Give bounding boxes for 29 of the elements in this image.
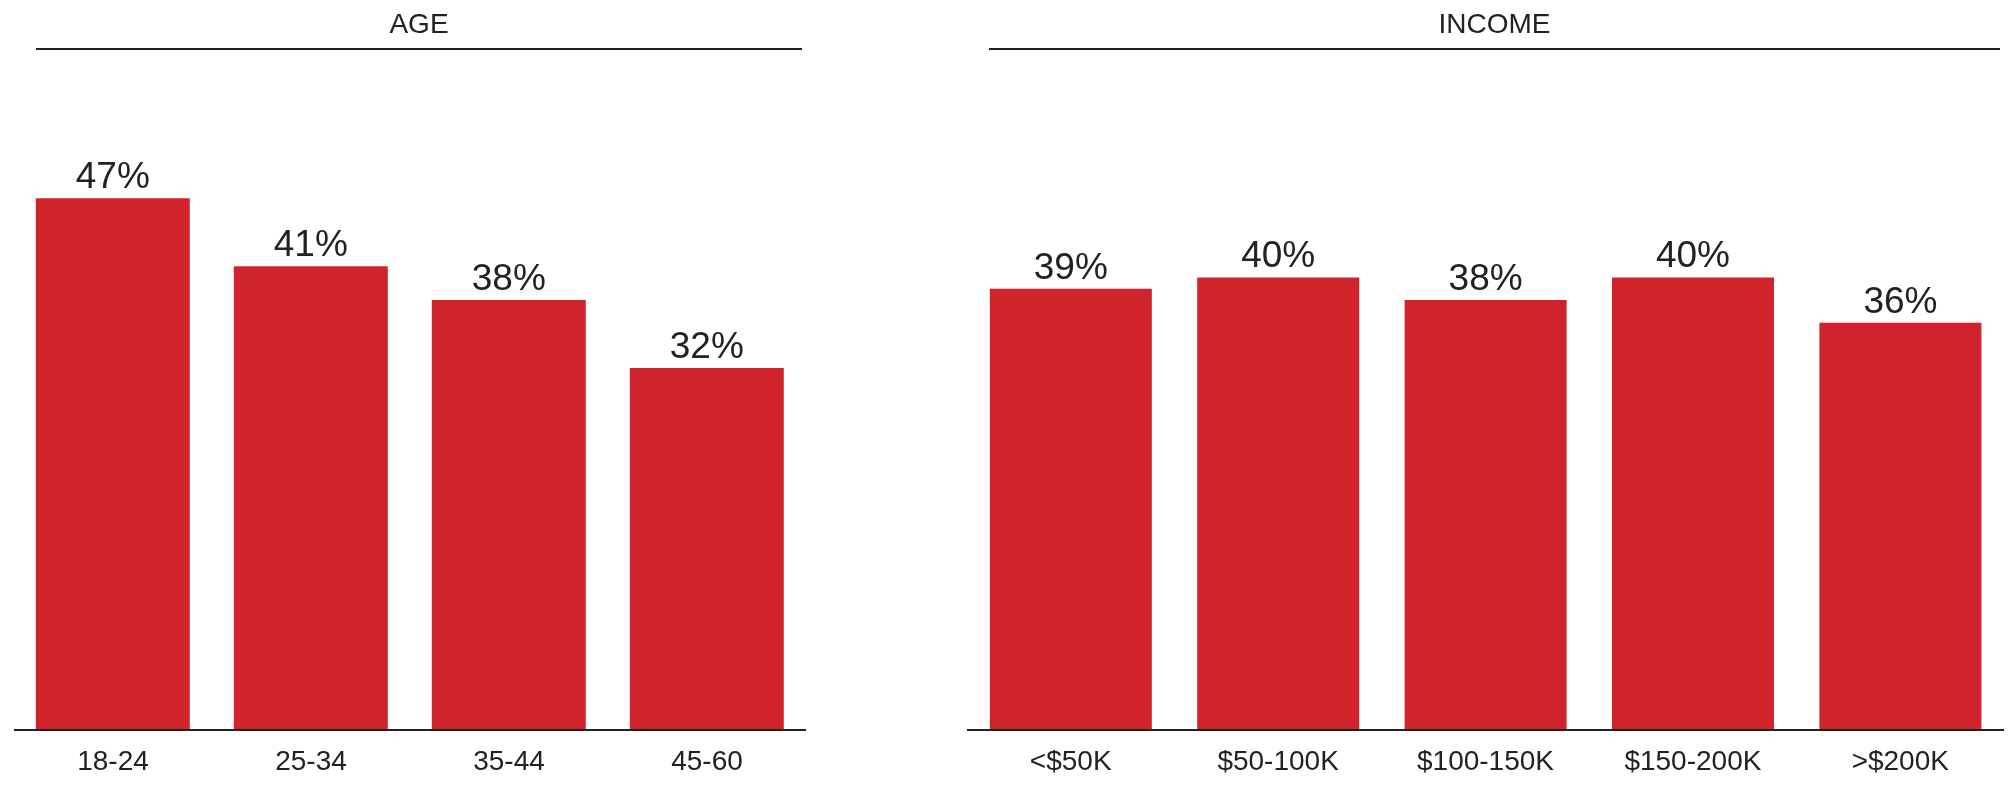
chart-title: INCOME xyxy=(989,8,2000,50)
bar xyxy=(35,198,190,730)
x-tick-label: 25-34 xyxy=(275,744,347,776)
x-tick-label: $50-100K xyxy=(1217,744,1340,776)
chart-title: AGE xyxy=(36,8,802,50)
data-label: 41% xyxy=(273,223,348,265)
x-tick-label: >$200K xyxy=(1851,744,1950,776)
data-label: 39% xyxy=(1033,245,1108,287)
bar xyxy=(1197,277,1360,730)
x-tick-label: $150-200K xyxy=(1624,744,1762,776)
bar xyxy=(431,300,586,730)
bar xyxy=(1612,277,1775,730)
bar xyxy=(989,288,1152,730)
bar xyxy=(1404,300,1567,730)
x-tick-label: 35-44 xyxy=(473,744,545,776)
data-label: 38% xyxy=(471,257,546,299)
data-label: 32% xyxy=(669,324,744,366)
x-tick-label: 18-24 xyxy=(77,744,149,776)
x-tick-label: 45-60 xyxy=(671,744,743,776)
bar xyxy=(629,367,784,730)
data-label: 38% xyxy=(1448,257,1523,299)
data-label: 47% xyxy=(75,155,150,197)
data-label: 36% xyxy=(1863,279,1938,321)
data-label: 40% xyxy=(1241,234,1316,276)
bar xyxy=(1819,322,1982,730)
x-tick-label: <$50K xyxy=(1029,744,1112,776)
data-label: 40% xyxy=(1655,234,1731,276)
bar xyxy=(233,266,388,730)
x-tick-label: $100-150K xyxy=(1416,744,1555,776)
